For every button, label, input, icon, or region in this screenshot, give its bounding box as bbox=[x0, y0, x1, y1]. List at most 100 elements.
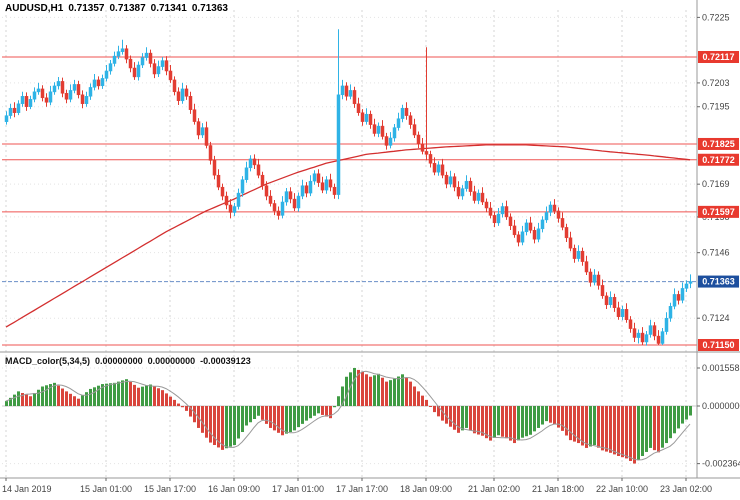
candle-body bbox=[88, 87, 93, 97]
macd-histogram-bar bbox=[633, 406, 636, 464]
candle-body bbox=[580, 250, 585, 262]
candle-body bbox=[76, 84, 81, 96]
macd-axis-label: 0.0015585 bbox=[702, 363, 740, 373]
macd-histogram-bar bbox=[125, 379, 128, 406]
candle-body bbox=[116, 51, 121, 57]
macd-histogram-bar bbox=[85, 392, 88, 406]
macd-axis-label: 0.0000000 bbox=[702, 401, 740, 411]
candle-body bbox=[488, 207, 493, 216]
candle-body bbox=[216, 174, 221, 188]
price-badge bbox=[698, 153, 739, 166]
time-axis-label: 21 Jan 02:00 bbox=[468, 484, 520, 494]
time-axis-label: 14 Jan 2019 bbox=[2, 484, 52, 494]
candle-body bbox=[380, 125, 385, 137]
macd-histogram-bar bbox=[397, 376, 400, 406]
indicator-value-2: 0.00000000 bbox=[147, 356, 196, 366]
candle-body bbox=[12, 107, 17, 113]
macd-histogram-bar bbox=[405, 377, 408, 406]
macd-histogram-bar bbox=[229, 406, 232, 447]
macd-histogram-bar bbox=[425, 399, 428, 406]
candle-body bbox=[632, 328, 637, 338]
price-badge bbox=[698, 137, 739, 150]
candle-body bbox=[188, 96, 193, 110]
macd-histogram-bar bbox=[301, 406, 304, 424]
candle-body bbox=[472, 191, 477, 201]
candle-body bbox=[548, 204, 553, 213]
candle-body bbox=[228, 204, 233, 213]
candle-body bbox=[36, 88, 41, 93]
candle-body bbox=[288, 191, 293, 200]
candle-body bbox=[316, 173, 321, 183]
macd-histogram-bar bbox=[549, 406, 552, 423]
macd-histogram-bar bbox=[141, 386, 144, 406]
candle-body bbox=[40, 88, 45, 99]
candle-body bbox=[372, 124, 377, 134]
macd-histogram-bar bbox=[49, 384, 52, 406]
candle-body bbox=[320, 182, 325, 191]
macd-histogram-bar bbox=[249, 406, 252, 423]
macd-histogram-bar bbox=[653, 406, 656, 451]
macd-histogram-bar bbox=[517, 406, 520, 441]
candle-body bbox=[84, 96, 89, 104]
indicator-value-1: 0.00000000 bbox=[95, 356, 143, 366]
candle-body bbox=[348, 90, 353, 97]
candle-body bbox=[504, 206, 509, 218]
macd-histogram-bar bbox=[661, 406, 664, 448]
macd-histogram-bar bbox=[329, 406, 332, 419]
indicator-label: MACD_color(5,34,5) 0.00000000 0.00000000 -0… bbox=[5, 356, 256, 366]
time-axis-label: 15 Jan 01:00 bbox=[80, 484, 132, 494]
macd-histogram-bar bbox=[169, 396, 172, 406]
macd-histogram-bar bbox=[37, 389, 40, 406]
macd-histogram-bar bbox=[473, 406, 476, 434]
candle-body bbox=[192, 109, 197, 122]
candle-body bbox=[296, 195, 301, 209]
candle-body bbox=[168, 70, 173, 81]
macd-histogram-bar bbox=[469, 406, 472, 431]
candle-body bbox=[356, 103, 361, 113]
candle-body bbox=[620, 309, 625, 317]
candle-body bbox=[480, 192, 485, 203]
candle-body bbox=[476, 192, 481, 201]
price-axis-label: 0.7195 bbox=[702, 102, 730, 112]
candle-body bbox=[628, 319, 633, 329]
macd-histogram-bar bbox=[109, 383, 112, 406]
candle-body bbox=[664, 317, 669, 332]
macd-histogram-bar bbox=[205, 406, 208, 438]
candle-body bbox=[560, 218, 565, 228]
price-axis-background bbox=[697, 0, 740, 500]
candle-body bbox=[540, 219, 545, 230]
candle-body bbox=[128, 58, 133, 69]
candle-body bbox=[364, 113, 369, 122]
candle-body bbox=[360, 112, 365, 122]
macd-histogram-bar bbox=[309, 406, 312, 419]
candle-body bbox=[284, 191, 289, 203]
candle-body bbox=[496, 213, 501, 224]
macd-histogram-bar bbox=[129, 382, 132, 406]
time-axis-label: 23 Jan 02:00 bbox=[660, 484, 712, 494]
macd-histogram-bar bbox=[533, 406, 536, 432]
macd-histogram-bar bbox=[557, 406, 560, 428]
price-badge bbox=[698, 205, 739, 218]
candle-body bbox=[172, 79, 177, 93]
macd-histogram-bar bbox=[373, 375, 376, 406]
candle-body bbox=[432, 163, 437, 173]
candle-body bbox=[176, 91, 181, 101]
macd-histogram-bar bbox=[81, 395, 84, 406]
macd-histogram-bar bbox=[453, 406, 456, 430]
candle-body bbox=[184, 88, 189, 97]
candle-body bbox=[140, 57, 145, 66]
price-axis-label: 0.7146 bbox=[702, 248, 730, 258]
candle-body bbox=[260, 174, 265, 186]
candle-body bbox=[96, 79, 101, 87]
macd-histogram-bar bbox=[597, 406, 600, 448]
macd-histogram-bar bbox=[165, 393, 168, 406]
macd-histogram-bar bbox=[493, 406, 496, 438]
indicator-value-3: -0.00039123 bbox=[200, 356, 251, 366]
macd-histogram-bar bbox=[221, 406, 224, 450]
time-axis-background bbox=[0, 478, 740, 500]
macd-histogram-bar bbox=[381, 377, 384, 406]
macd-histogram-bar bbox=[669, 406, 672, 439]
macd-histogram-bar bbox=[445, 406, 448, 424]
price-axis-label: 0.7203 bbox=[702, 78, 730, 88]
